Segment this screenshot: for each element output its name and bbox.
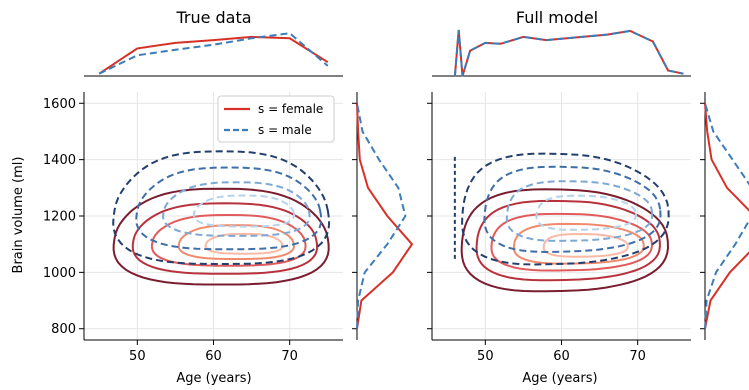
right-marginal-female xyxy=(704,103,749,329)
y-axis-title: Brain volume (ml) xyxy=(11,157,26,274)
y-tick-label-1200: 1200 xyxy=(43,210,76,225)
right-right-marginal xyxy=(700,92,749,340)
male-contour-0 xyxy=(461,152,670,266)
female-contour-1 xyxy=(475,199,661,282)
x-tick-label-70: 70 xyxy=(629,349,646,364)
right-x-axis-title: Age (years) xyxy=(522,371,597,386)
right-marginal-male xyxy=(356,103,407,329)
y-tick-label-800: 800 xyxy=(51,322,76,337)
female-contour-0 xyxy=(460,188,670,293)
left-main-plot: 50 60 70 800 1000 1200 1400 1600 xyxy=(43,92,343,364)
top-marginal-female xyxy=(98,35,329,75)
y-tick-label-1400: 1400 xyxy=(43,153,76,168)
female-contour-0 xyxy=(112,187,330,286)
male-contour-2 xyxy=(162,181,311,237)
panel-title-right: Full model xyxy=(516,8,598,27)
x-tick-label-60: 60 xyxy=(553,349,570,364)
left-x-axis-title: Age (years) xyxy=(176,371,251,386)
legend-male-label: s = male xyxy=(258,123,312,137)
right-marginal-female xyxy=(356,103,414,329)
y-tick-label-1000: 1000 xyxy=(43,266,76,281)
top-marginal-female xyxy=(453,29,684,77)
right-marginal-male xyxy=(704,103,749,329)
legend-female-label: s = female xyxy=(258,102,323,116)
left-right-marginal xyxy=(352,92,414,340)
y-tick-label-1600: 1600 xyxy=(43,97,76,112)
panel-title-left: True data xyxy=(175,8,251,27)
male-contour-2 xyxy=(505,180,654,242)
right-main-plot: 50 60 70 xyxy=(427,92,691,364)
contour-group xyxy=(453,152,670,293)
x-tick-label-50: 50 xyxy=(129,349,146,364)
contour-group xyxy=(112,150,331,286)
male-contour-3 xyxy=(535,194,638,231)
female-contour-3 xyxy=(177,224,296,260)
legend: s = female s = male xyxy=(217,95,335,143)
male-contour-0 xyxy=(112,150,331,266)
male-contour-3 xyxy=(192,194,296,228)
female-contour-1 xyxy=(131,202,319,275)
female-contour-4 xyxy=(542,232,629,258)
x-tick-label-70: 70 xyxy=(281,349,298,364)
x-tick-label-50: 50 xyxy=(477,349,494,364)
male-contour-1 xyxy=(483,165,662,254)
male-contour-1 xyxy=(135,166,323,251)
female-contour-2 xyxy=(490,212,653,272)
female-contour-4 xyxy=(204,232,284,255)
top-marginal-male xyxy=(453,29,684,77)
x-tick-label-60: 60 xyxy=(205,349,222,364)
left-top-marginal xyxy=(84,32,343,77)
right-top-marginal xyxy=(432,29,691,77)
